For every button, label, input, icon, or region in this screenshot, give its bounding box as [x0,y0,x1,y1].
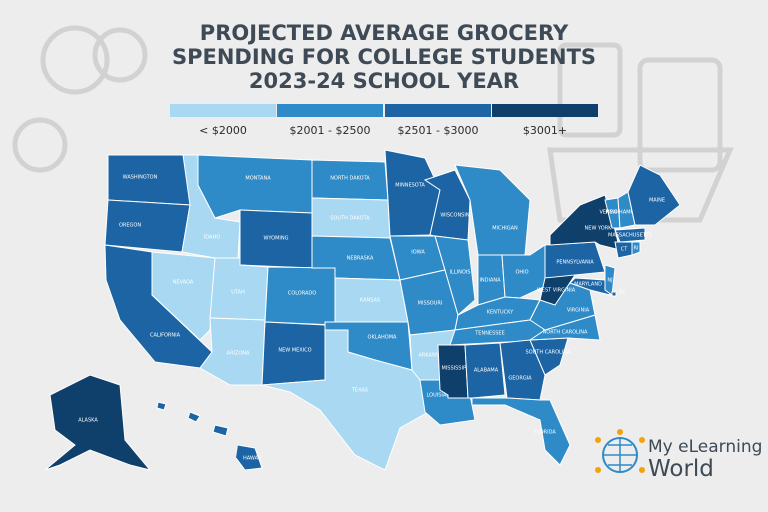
state-label: HAWAII [243,456,261,462]
state-label: DC [618,290,626,296]
legend-label: $2001 - $2500 [290,124,371,137]
state-label: TENNESSEE [474,331,505,337]
title-line: SPENDING FOR COLLEGE STUDENTS [172,45,596,69]
state-label: COLORADO [288,291,317,297]
state-label: RI [634,246,639,252]
state-label: NORTH DAKOTA [330,176,370,182]
state-label: CT [621,247,628,253]
state-label: WASHINGTON [123,175,158,181]
state-label: MISSOURI [418,301,443,307]
state-label: FLORIDA [534,430,556,436]
state-label: MASSACHUSETTS [608,233,652,239]
state-label: ALABAMA [474,368,499,374]
state-label: PENNSYLVANIA [556,260,594,266]
state-label: KENTUCKY [487,310,514,316]
state [499,339,546,401]
legend-swatch [170,104,276,117]
logo: My eLearning World [595,429,762,482]
legend-swatch [492,104,598,117]
legend-swatch [277,104,383,117]
state-label: SOUTH DAKOTA [330,216,370,222]
state-label: IDAHO [204,235,220,241]
state-label: VIRGINIA [567,308,590,314]
state [261,321,326,386]
title-line: 2023-24 SCHOOL YEAR [249,69,519,93]
state-label: ARKANSAS [418,353,445,359]
state-label: IOWA [411,250,425,256]
state-label: UTAH [231,290,245,296]
state-label: NEW MEXICO [278,348,311,354]
state-label: OHIO [515,270,528,276]
state-label: OREGON [119,223,141,229]
state-label: ALASKA [78,418,98,424]
states: WASHINGTON OREGON CALIFORNIA NEVADA IDAHO MON… [44,149,681,471]
state-label: SOUTH CAROLINA [526,350,571,356]
state [614,227,646,243]
state [631,241,641,256]
state-label: GEORGIA [508,376,532,382]
legend-swatch [385,104,491,117]
state-label: VERMONT [599,210,625,216]
state-label: NEVADA [173,280,194,286]
state-label: CALIFORNIA [150,333,181,339]
state [104,199,191,253]
state-label: WEST VIRGINIA [537,288,576,294]
state-label: WISCONSIN [440,213,469,219]
state-label: NJ [607,278,612,284]
state-label: MONTANA [245,176,271,182]
state-label: NEW YORK [585,226,613,232]
logo-text: My eLearning [648,437,762,457]
state-label: MICHIGAN [492,226,518,232]
state [464,342,506,399]
state [471,397,571,466]
state-label: MAINE [649,198,665,204]
legend-label: $2501 - $3000 [398,124,479,137]
state [44,374,152,471]
state-label: LOUISIANA [427,393,454,399]
state-label: TEXAS [351,388,368,394]
legend: < $2000 $2001 - $2500 $2501 - $3000 $3001+ [170,104,598,137]
state [437,344,469,399]
state-label: ILLINOIS [450,270,471,276]
state-label: MARYLAND [574,282,602,288]
state-label: MISSISSIPPI [442,366,471,372]
state-label: NEW HAMPSHIRE [606,210,649,216]
state [434,235,476,316]
state-label: ARIZONA [227,351,250,357]
state [197,154,313,219]
legend-label: < $2000 [199,124,247,137]
state [156,401,263,471]
legend-label: $3001+ [523,124,567,137]
state-label: MINNESOTA [395,183,425,189]
logo-text: World [648,456,714,482]
state-label: NORTH CAROLINA [543,330,589,336]
state-label: KANSAS [360,298,380,304]
state [261,329,433,471]
state-label: WYOMING [263,236,288,242]
state-label: NEBRASKA [347,256,374,262]
state-label: INDIANA [479,278,501,284]
state-label: OKLAHOMA [368,335,398,341]
grocery-icons [12,25,734,223]
state [151,251,216,341]
title-line: PROJECTED AVERAGE GROCERY [200,21,569,45]
state [627,164,681,226]
state [611,291,617,297]
